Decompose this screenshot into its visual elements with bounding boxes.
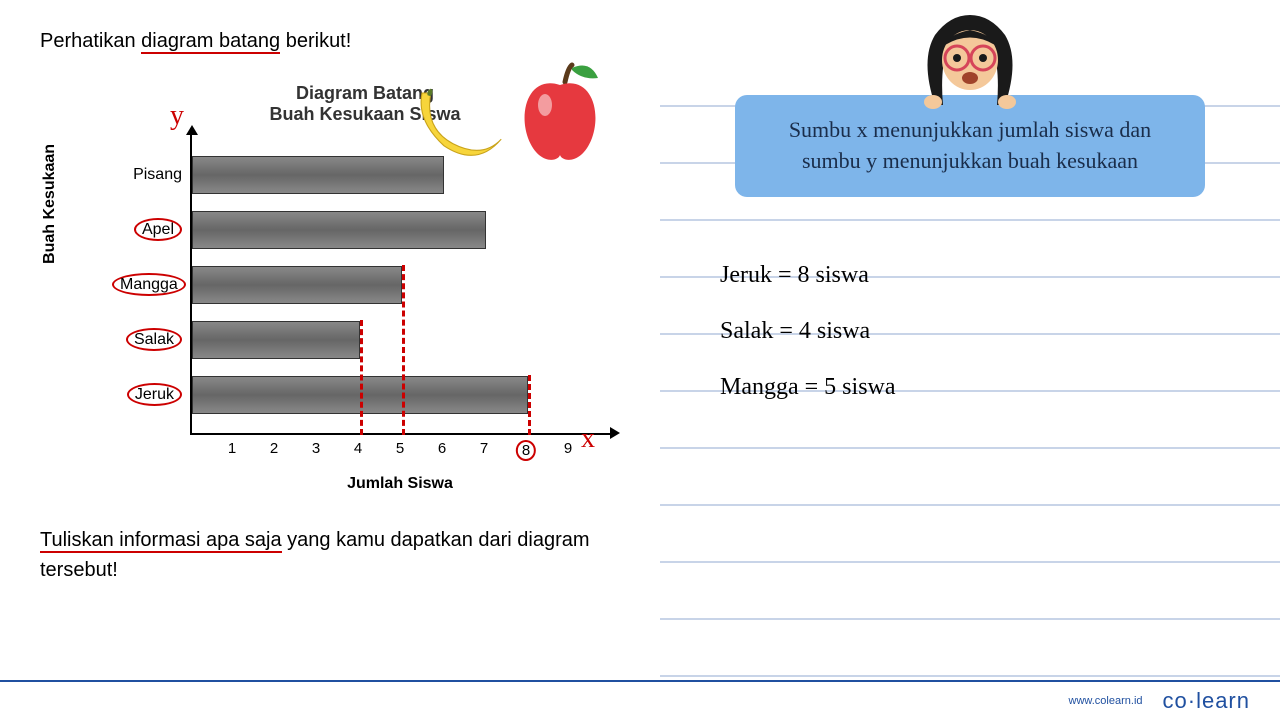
x-tick: 3 (312, 440, 320, 457)
question-text: Tuliskan informasi apa saja yang kamu da… (40, 525, 640, 585)
bar-label: Salak (112, 331, 192, 349)
bar-row: Apel (192, 210, 486, 250)
question-underlined: Tuliskan informasi apa saja (40, 529, 282, 553)
x-tick: 7 (480, 440, 488, 457)
answer-line: Jeruk = 8 siswa (720, 247, 1250, 303)
x-axis-ticks: 1 2 3 4 5 6 7 8 9 (190, 440, 610, 470)
bar-label: Apel (112, 221, 192, 239)
plot-area: PisangApelManggaSalakJeruk (190, 135, 610, 435)
right-panel: Sumbu x menunjukkan jumlah siswa dan sum… (660, 0, 1280, 680)
bar-chart: y Buah Kesukaan PisangApelManggaSalakJer… (70, 135, 640, 495)
bar (192, 266, 402, 304)
x-axis-marker: x (581, 423, 595, 455)
x-tick: 2 (270, 440, 278, 457)
bar (192, 211, 486, 249)
bar-row: Salak (192, 320, 360, 360)
bar (192, 321, 360, 359)
footer-logo: co·learn (1163, 688, 1250, 714)
x-tick: 1 (228, 440, 236, 457)
bar-label: Pisang (112, 166, 192, 184)
bar-row: Pisang (192, 155, 444, 195)
answer-line: Mangga = 5 siswa (720, 359, 1250, 415)
answer-list: Jeruk = 8 siswaSalak = 4 siswaMangga = 5… (690, 247, 1250, 416)
dashed-guide-line (360, 320, 363, 435)
left-panel: Perhatikan diagram batang berikut! Diagr… (0, 0, 660, 680)
y-axis-arrow (186, 125, 198, 135)
instruction-pre: Perhatikan (40, 30, 141, 52)
footer: www.colearn.id co·learn (0, 680, 1280, 720)
bar-label: Jeruk (112, 386, 192, 404)
x-tick: 4 (354, 440, 362, 457)
teacher-avatar (905, 10, 1035, 115)
bar-row: Mangga (192, 265, 402, 305)
x-tick: 6 (438, 440, 446, 457)
bar-label: Mangga (112, 276, 192, 294)
footer-url: www.colearn.id (1069, 695, 1143, 707)
instruction-keyword: diagram batang (141, 30, 280, 54)
x-tick: 9 (564, 440, 572, 457)
speech-text: Sumbu x menunjukkan jumlah siswa dan sum… (789, 117, 1151, 173)
x-axis-arrow (610, 427, 620, 439)
x-tick: 5 (396, 440, 404, 457)
dashed-guide-line (528, 375, 531, 435)
y-axis-label: Buah Kesukaan (41, 144, 59, 264)
instruction-text: Perhatikan diagram batang berikut! (40, 30, 640, 53)
answer-line: Salak = 4 siswa (720, 303, 1250, 359)
y-axis-marker: y (170, 100, 184, 132)
instruction-post: berikut! (280, 30, 351, 52)
x-tick: 8 (516, 440, 536, 461)
bar (192, 156, 444, 194)
dashed-guide-line (402, 265, 405, 435)
x-axis-label: Jumlah Siswa (190, 475, 610, 493)
